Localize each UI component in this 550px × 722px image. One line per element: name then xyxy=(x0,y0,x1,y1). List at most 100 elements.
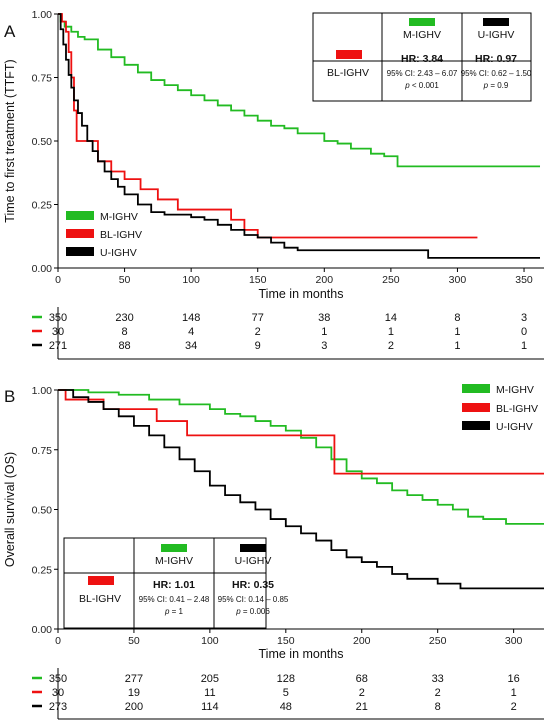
risk-count: 21 xyxy=(356,701,368,713)
hr-col-swatch-m-ighv xyxy=(409,18,435,26)
km-curve-bl-ighv xyxy=(58,389,544,475)
risk-count: 9 xyxy=(255,340,261,352)
risk-count: 2 xyxy=(388,340,394,352)
panel-B: B 0.00 0.25 0.50 0.75 1.00 0 50 100 150 200 250 300 O… xyxy=(3,384,544,720)
y-axis-label: Time to first treatment (TTFT) xyxy=(3,59,17,222)
risk-count: 33 xyxy=(432,673,444,685)
legend-swatch-u-ighv xyxy=(66,247,94,256)
y-tick-label: 0.25 xyxy=(32,200,53,212)
hr-col-label-u-ighv: U-IGHV xyxy=(478,29,515,41)
risk-count: 5 xyxy=(283,687,289,699)
x-tick-label: 50 xyxy=(119,274,131,286)
x-tick-label: 150 xyxy=(249,274,267,286)
x-tick-label: 100 xyxy=(201,635,219,647)
x-tick-label: 200 xyxy=(353,635,371,647)
risk-count: 1 xyxy=(521,340,527,352)
legend-label-m-ighv: M-IGHV xyxy=(100,211,138,223)
risk-count: 34 xyxy=(185,340,197,352)
risk-count: 1 xyxy=(388,326,394,338)
risk-count: 271 xyxy=(49,340,67,352)
hr-col-label-m-ighv: M-IGHV xyxy=(403,29,441,41)
y-tick-label: 1.00 xyxy=(32,385,53,397)
risk-count: 2 xyxy=(435,687,441,699)
risk-count: 1 xyxy=(454,340,460,352)
legend-label-u-ighv: U-IGHV xyxy=(496,421,533,433)
x-tick-label: 250 xyxy=(382,274,400,286)
y-axis-label: Overall survival (OS) xyxy=(3,452,17,567)
risk-count: 8 xyxy=(122,326,128,338)
x-tick-label: 300 xyxy=(505,635,523,647)
x-axis-label: Time in months xyxy=(259,287,344,301)
hr-table-box xyxy=(312,12,532,102)
risk-count: 8 xyxy=(435,701,441,713)
p-value-text: < 0.001 xyxy=(410,81,440,90)
risk-count: 1 xyxy=(511,687,517,699)
y-tick-label: 0.25 xyxy=(32,564,53,576)
hr-col-label-u-ighv: U-IGHV xyxy=(235,555,272,567)
risk-count: 38 xyxy=(318,312,330,324)
p-symbol: p xyxy=(404,81,410,90)
km-curve-m-ighv xyxy=(58,13,541,168)
hr-col-label-m-ighv: M-IGHV xyxy=(155,555,193,567)
hr-p-value: p = 0.9 xyxy=(483,81,509,90)
km-curve-u-ighv xyxy=(58,389,544,590)
risk-count: 205 xyxy=(201,673,219,685)
risk-count: 2 xyxy=(511,701,517,713)
x-tick-label: 0 xyxy=(55,635,61,647)
legend-label-bl-ighv: BL-IGHV xyxy=(496,403,538,415)
panel-label: B xyxy=(4,387,15,406)
legend-swatch-u-ighv xyxy=(462,421,490,430)
hr-p-value: p < 0.001 xyxy=(404,81,439,90)
x-tick-label: 200 xyxy=(316,274,334,286)
legend-swatch-m-ighv xyxy=(66,211,94,220)
x-tick-label: 0 xyxy=(55,274,61,286)
risk-count: 4 xyxy=(188,326,194,338)
hr-p-value: p = 0.006 xyxy=(235,607,270,616)
p-value-text: = 0.006 xyxy=(241,607,271,616)
risk-count: 3 xyxy=(521,312,527,324)
hr-value: HR: 1.01 xyxy=(153,579,195,591)
y-tick-label: 0.50 xyxy=(32,505,53,517)
hr-value: HR: 0.97 xyxy=(475,53,517,65)
legend-label-bl-ighv: BL-IGHV xyxy=(100,229,142,241)
risk-count: 11 xyxy=(204,687,215,699)
y-tick-label: 0.75 xyxy=(32,445,53,457)
hr-ci: 95% CI: 2.43 – 6.07 xyxy=(387,69,458,78)
y-tick-label: 1.00 xyxy=(32,9,53,21)
hr-row-swatch xyxy=(336,50,362,59)
risk-count: 16 xyxy=(508,673,520,685)
risk-count: 14 xyxy=(385,312,397,324)
hr-col-swatch-u-ighv xyxy=(240,544,266,552)
x-axis-label: Time in months xyxy=(259,647,344,661)
risk-count: 273 xyxy=(49,701,67,713)
legend-swatch-m-ighv xyxy=(462,384,490,393)
risk-count: 230 xyxy=(115,312,133,324)
risk-count: 350 xyxy=(49,673,67,685)
risk-count: 3 xyxy=(321,340,327,352)
x-tick-label: 150 xyxy=(277,635,295,647)
hr-ci: 95% CI: 0.41 – 2.48 xyxy=(139,595,210,604)
panel-label: A xyxy=(4,22,16,41)
x-tick-label: 300 xyxy=(449,274,467,286)
km-curve-u-ighv xyxy=(58,13,541,259)
hr-value: HR: 3.84 xyxy=(401,53,443,65)
legend-label-m-ighv: M-IGHV xyxy=(496,384,534,396)
hr-row-swatch xyxy=(88,576,114,585)
hr-col-swatch-u-ighv xyxy=(483,18,509,26)
risk-count: 2 xyxy=(255,326,261,338)
risk-count: 350 xyxy=(49,312,67,324)
hr-p-value: p = 1 xyxy=(164,607,184,616)
p-value-text: = 0.9 xyxy=(488,81,509,90)
p-symbol: p xyxy=(483,81,489,90)
risk-count: 128 xyxy=(277,673,295,685)
risk-count: 277 xyxy=(125,673,143,685)
x-tick-label: 100 xyxy=(182,274,200,286)
y-tick-label: 0.75 xyxy=(32,73,53,85)
legend-label-u-ighv: U-IGHV xyxy=(100,247,137,259)
x-tick-label: 250 xyxy=(429,635,447,647)
risk-count: 77 xyxy=(252,312,264,324)
risk-count: 114 xyxy=(201,701,219,713)
risk-count: 8 xyxy=(454,312,460,324)
y-tick-label: 0.00 xyxy=(32,624,53,636)
